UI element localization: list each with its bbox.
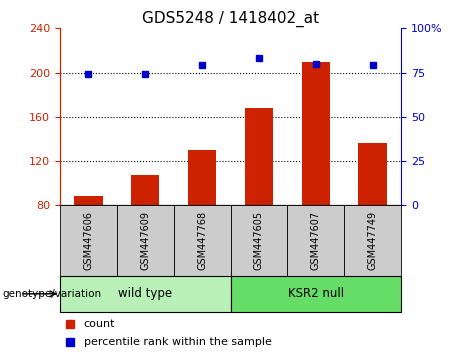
Text: percentile rank within the sample: percentile rank within the sample <box>84 337 272 347</box>
Title: GDS5248 / 1418402_at: GDS5248 / 1418402_at <box>142 11 319 27</box>
Text: GSM447768: GSM447768 <box>197 211 207 270</box>
Text: genotype/variation: genotype/variation <box>2 289 101 299</box>
Bar <box>245 108 273 205</box>
Bar <box>174 205 230 276</box>
Text: GSM447609: GSM447609 <box>140 211 150 270</box>
Bar <box>287 205 344 276</box>
Text: count: count <box>84 319 115 329</box>
Bar <box>230 205 287 276</box>
Bar <box>188 150 216 205</box>
Bar <box>74 196 102 205</box>
Bar <box>60 276 230 312</box>
Bar <box>117 205 174 276</box>
Bar <box>60 205 117 276</box>
Text: KSR2 null: KSR2 null <box>288 287 344 300</box>
Bar <box>131 176 160 205</box>
Bar <box>230 276 401 312</box>
Text: GSM447606: GSM447606 <box>83 211 94 270</box>
Bar <box>301 62 330 205</box>
Text: GSM447607: GSM447607 <box>311 211 321 270</box>
Text: GSM447605: GSM447605 <box>254 211 264 270</box>
Text: GSM447749: GSM447749 <box>367 211 378 270</box>
Bar <box>358 143 387 205</box>
Text: wild type: wild type <box>118 287 172 300</box>
Bar <box>344 205 401 276</box>
